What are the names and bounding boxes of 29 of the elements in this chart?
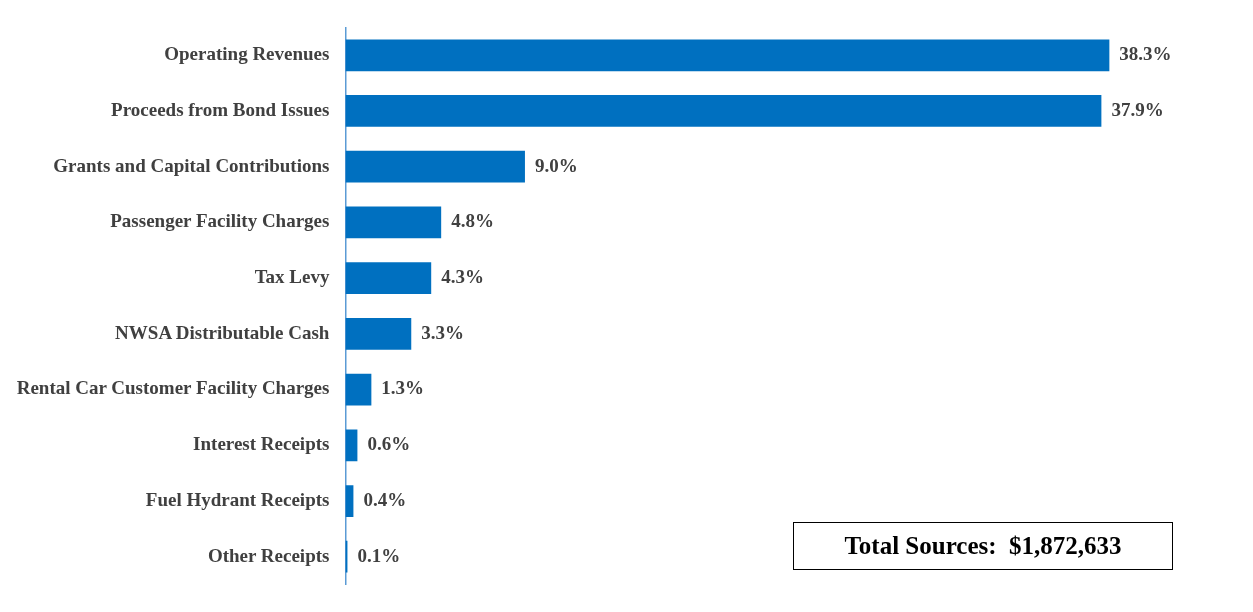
- data-label: 4.8%: [451, 210, 494, 232]
- y-tick-label: Fuel Hydrant Receipts: [145, 488, 330, 510]
- annotation: Total Sources: $1,872,633: [793, 522, 1173, 570]
- bar: [345, 262, 432, 295]
- bar: [345, 373, 372, 406]
- y-tick-label: NWSA Distributable Cash: [115, 321, 330, 343]
- data-label: 1.3%: [381, 377, 425, 399]
- y-tick-label: Grants and Capital Contributions: [53, 154, 330, 176]
- bar: [345, 39, 1110, 72]
- data-label: 0.1%: [357, 544, 401, 566]
- y-tick-label: Operating Revenues: [164, 43, 330, 65]
- bar: [345, 206, 442, 239]
- data-label: 0.4%: [363, 488, 407, 510]
- data-label: 37.9%: [1111, 98, 1164, 120]
- bar: [345, 150, 525, 183]
- y-tick-label: Rental Car Customer Facility Charges: [16, 377, 330, 399]
- bar: [345, 317, 412, 350]
- y-tick-label: Passenger Facility Charges: [110, 210, 330, 232]
- data-label: 0.6%: [367, 433, 411, 455]
- data-label: 9.0%: [534, 154, 578, 176]
- bar: [345, 429, 358, 462]
- data-label: 38.3%: [1119, 43, 1172, 65]
- bar: [345, 95, 1102, 127]
- data-label: 3.3%: [421, 321, 465, 343]
- y-tick-label: Proceeds from Bond Issues: [111, 98, 330, 120]
- y-tick-label: Interest Receipts: [193, 433, 330, 455]
- data-label: 4.3%: [441, 266, 484, 288]
- y-tick-label: Other Receipts: [207, 544, 330, 566]
- y-tick-label: Tax Levy: [254, 266, 330, 288]
